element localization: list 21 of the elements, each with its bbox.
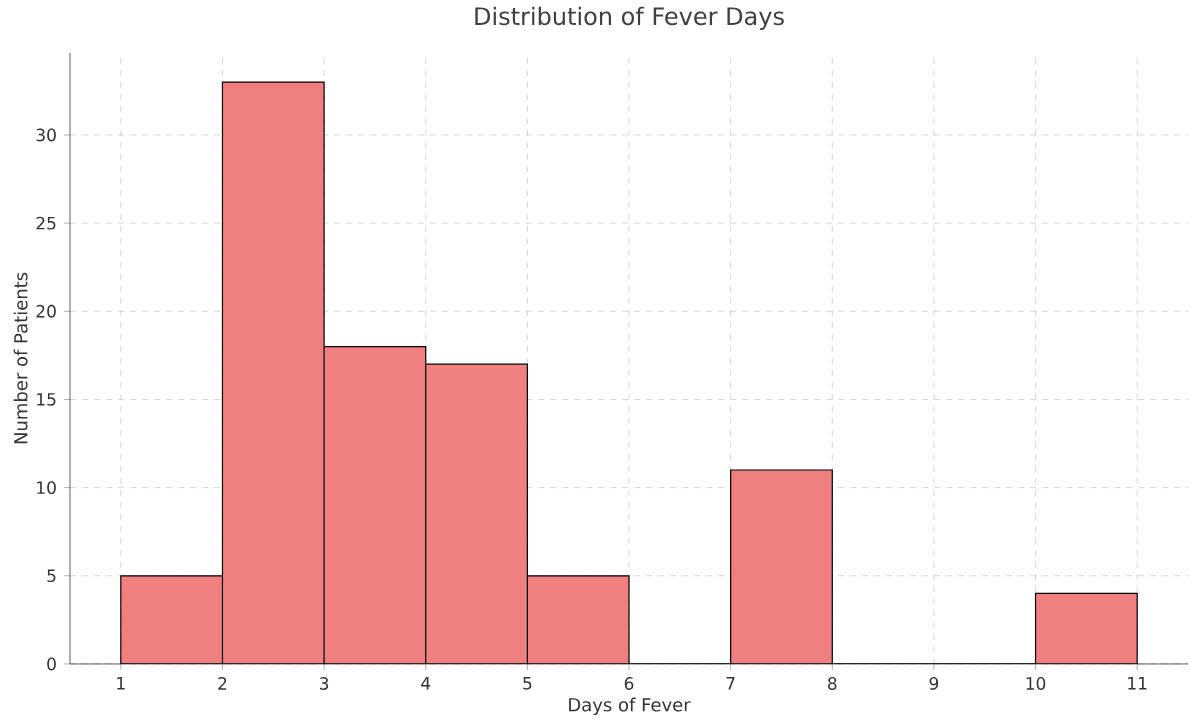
x-tick-label: 1	[117, 677, 125, 690]
y-tick-label: 30	[36, 128, 56, 142]
x-tick-label: 6	[624, 677, 634, 691]
y-tick-label: 5	[47, 569, 56, 583]
x-tick-label: 10	[1026, 677, 1046, 691]
y-tick-label: 10	[37, 481, 56, 495]
y-tick-label: 25	[36, 216, 56, 230]
x-tick-label: 4	[421, 677, 431, 690]
y-tick-label: 0	[47, 657, 56, 671]
x-tick-label: 9	[929, 677, 939, 691]
x-tick-label: 2	[218, 677, 227, 690]
y-tick-label: 20	[36, 305, 56, 318]
x-tick-label: 3	[319, 677, 329, 691]
x-tick-label: 8	[828, 677, 837, 691]
y-axis-title: Number of Patients	[13, 272, 28, 444]
x-tick-label: 7	[726, 677, 735, 690]
x-tick-label: 5	[523, 677, 532, 690]
x-tick-label: 11	[1128, 677, 1147, 690]
x-axis-title: Days of Fever	[569, 697, 691, 716]
y-tick-label: 15	[37, 393, 56, 406]
chart-title: Distribution of Fever Days	[475, 6, 784, 31]
